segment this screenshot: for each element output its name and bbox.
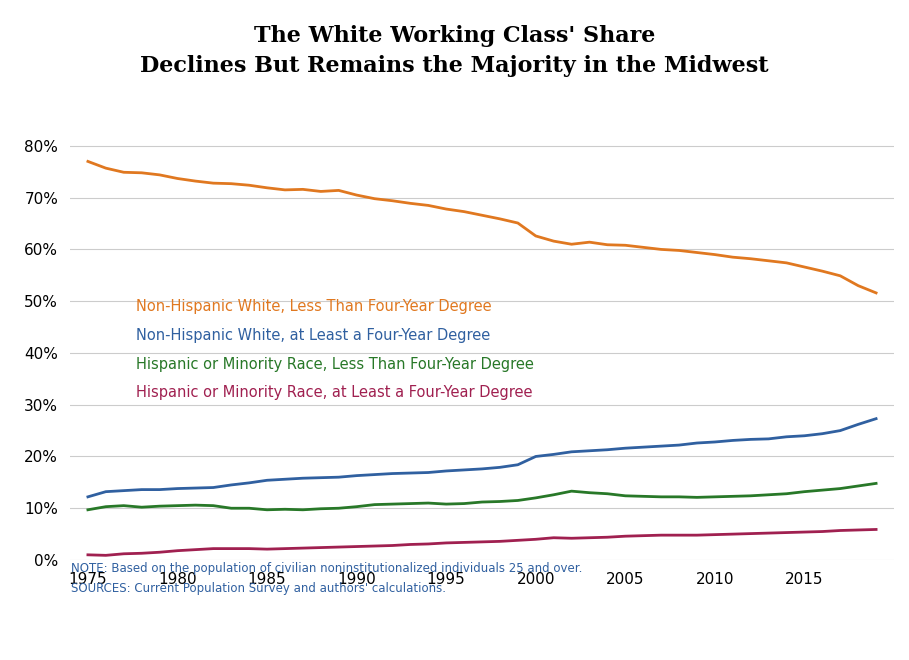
Text: Hispanic or Minority Race, at Least a Four-Year Degree: Hispanic or Minority Race, at Least a Fo…	[136, 385, 533, 401]
Text: Federal Reserve Bank of St. Louis: Federal Reserve Bank of St. Louis	[23, 628, 285, 642]
Text: The White Working Class' Share: The White Working Class' Share	[254, 25, 655, 48]
Text: SOURCES: Current Population Survey and authors' calculations.: SOURCES: Current Population Survey and a…	[71, 582, 446, 595]
Text: NOTE: Based on the population of civilian noninstitutionalized individuals 25 an: NOTE: Based on the population of civilia…	[71, 562, 583, 576]
Text: Non-Hispanic White, Less Than Four-Year Degree: Non-Hispanic White, Less Than Four-Year …	[136, 300, 492, 315]
Text: Non-Hispanic White, at Least a Four-Year Degree: Non-Hispanic White, at Least a Four-Year…	[136, 328, 490, 343]
Text: Hispanic or Minority Race, Less Than Four-Year Degree: Hispanic or Minority Race, Less Than Fou…	[136, 356, 534, 372]
Text: Declines But Remains the Majority in the Midwest: Declines But Remains the Majority in the…	[140, 55, 769, 77]
